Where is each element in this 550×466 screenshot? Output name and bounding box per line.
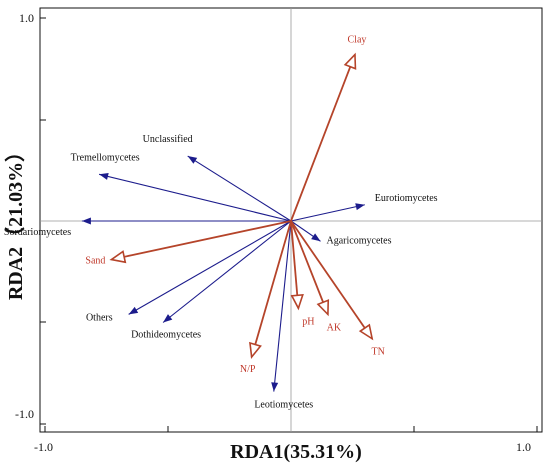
- arrow-shaft: [111, 220, 292, 261]
- arrow-shaft: [290, 220, 300, 309]
- species-label-eurotiomycetes: Eurotiomycetes: [375, 193, 438, 204]
- y-tick-label-top: 1.0: [19, 11, 34, 25]
- environment-arrows: Clay Sand pH AK TN N/P: [85, 35, 384, 375]
- arrowhead: [81, 217, 91, 225]
- arrow-shaft: [290, 220, 373, 340]
- species-arrow-tremellomycetes: Tremellomycetes: [71, 152, 292, 222]
- arrowhead-open: [343, 52, 357, 70]
- arrow-shaft: [187, 155, 292, 222]
- env-label-n-p: N/P: [240, 364, 256, 375]
- species-arrow-dothideomycetes: Dothideomycetes: [131, 220, 292, 341]
- arrow-shaft: [290, 220, 329, 315]
- x-tick-label-right: 1.0: [516, 440, 531, 454]
- y-tick-label-bottom: -1.0: [15, 407, 34, 421]
- arrowhead-open: [249, 341, 262, 359]
- arrowhead-open: [316, 299, 330, 317]
- species-label-tremellomycetes: Tremellomycetes: [71, 152, 140, 163]
- env-arrow-tn: TN: [290, 220, 385, 358]
- species-arrow-unclassified: Unclassified: [143, 134, 292, 222]
- arrowhead-open: [358, 323, 374, 341]
- env-arrow-n-p: N/P: [240, 220, 292, 375]
- species-label-dothideomycetes: Dothideomycetes: [131, 330, 201, 341]
- y-axis-title: RDA2（21.03%）: [4, 142, 27, 300]
- species-label-leotiomycetes: Leotiomycetes: [254, 400, 313, 411]
- env-arrow-clay: Clay: [290, 35, 367, 222]
- env-arrow-sand: Sand: [85, 220, 292, 267]
- x-axis-title: RDA1(35.31%): [230, 441, 362, 463]
- arrowhead: [355, 203, 365, 211]
- species-arrow-others: Others: [86, 220, 292, 323]
- env-label-clay: Clay: [348, 35, 367, 46]
- arrowhead-open: [109, 250, 127, 264]
- arrow-shaft: [128, 220, 292, 315]
- species-label-unclassified: Unclassified: [143, 134, 193, 145]
- arrow-shaft: [98, 173, 292, 222]
- x-tick-label-left: -1.0: [34, 440, 53, 454]
- env-label-tn: TN: [372, 347, 385, 358]
- env-arrow-ak: AK: [290, 220, 342, 333]
- species-arrow-agaricomycetes: Agaricomycetes: [290, 220, 392, 246]
- species-arrow-eurotiomycetes: Eurotiomycetes: [290, 193, 438, 222]
- env-label-ak: AK: [327, 322, 342, 333]
- arrow-shaft: [273, 220, 292, 392]
- arrow-shaft: [162, 220, 292, 323]
- arrowhead: [311, 233, 321, 242]
- arrow-shaft: [290, 54, 356, 222]
- env-label-ph: pH: [302, 316, 314, 327]
- env-arrow-ph: pH: [290, 220, 314, 327]
- species-arrow-sordariomycetes: Sordariomycetes: [4, 217, 291, 238]
- species-label-agaricomycetes: Agaricomycetes: [327, 235, 392, 246]
- arrowhead: [163, 314, 173, 323]
- arrowhead: [128, 306, 139, 315]
- species-label-others: Others: [86, 312, 113, 323]
- species-arrow-leotiomycetes: Leotiomycetes: [254, 220, 313, 411]
- species-label-sordariomycetes: Sordariomycetes: [4, 227, 71, 238]
- env-label-sand: Sand: [85, 256, 105, 267]
- arrow-shaft: [250, 220, 292, 358]
- arrowhead: [99, 173, 109, 180]
- arrowhead: [187, 156, 198, 164]
- arrowhead: [271, 382, 279, 392]
- arrowhead-open: [290, 293, 304, 311]
- arrow-shaft: [290, 204, 365, 222]
